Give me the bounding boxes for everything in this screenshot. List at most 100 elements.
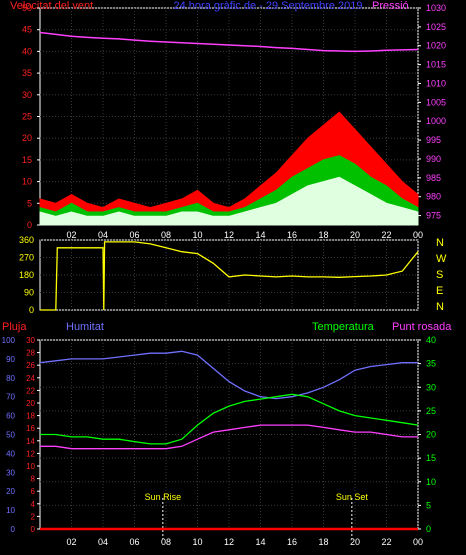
rain-tick-label: 2 (31, 512, 36, 521)
pressure-tick-label: 985 (426, 173, 441, 183)
humidity-tick-label: 0 (11, 525, 16, 534)
rain-tick-label: 6 (31, 487, 36, 496)
chart-title: 24 hora gràfic de - 29 Septembre 2019 (174, 0, 363, 12)
temp-tick-label: 25 (426, 406, 436, 416)
wind-pressure-chart: Velocitat del vent 24 hora gràfic de - 2… (10, 0, 446, 240)
rain-tick-label: 30 (26, 336, 35, 345)
rain-tick-label: 0 (31, 525, 36, 534)
pressure-tick-label: 980 (426, 192, 441, 202)
rain-tick-label: 18 (26, 412, 35, 421)
series-line-humitat (39, 350, 418, 400)
pressure-tick-label: 975 (426, 211, 441, 221)
temp-tick-label: 35 (426, 359, 436, 369)
rain-tick-label: 14 (26, 437, 35, 446)
compass-letter: N (436, 301, 444, 313)
sunset-label: Sun Set (336, 492, 369, 502)
dewpoint-axis-label: Punt rosada (392, 321, 452, 333)
humidity-tick-label: 40 (6, 449, 15, 458)
humidity-axis-label: Humitat (66, 321, 104, 333)
series-line-temperatura (40, 393, 419, 445)
temp-tick-label: 15 (426, 453, 436, 463)
series-line-direction (40, 241, 419, 311)
pressure-tick-label: 1020 (426, 41, 446, 51)
temp-hour-label: 18 (318, 537, 328, 547)
sunrise-label: Sun Rise (145, 492, 182, 502)
rain-tick-label: 12 (26, 449, 35, 458)
temp-tick-label: 0 (426, 524, 431, 534)
wind-tick-label: 30 (22, 90, 32, 100)
wind-hour-label: 08 (161, 230, 171, 240)
temp-tick-label: 5 (426, 500, 431, 510)
compass-letter: S (436, 269, 443, 281)
wind-hour-label: 04 (98, 230, 108, 240)
temp-tick-label: 20 (426, 430, 436, 440)
wind-hour-label: 18 (318, 230, 328, 240)
temperature-humidity-chart: Pluja Humitat Temperatura Punt rosada 0 1… (2, 321, 453, 547)
rain-tick-label: 28 (26, 349, 35, 358)
temp-hour-label: 12 (224, 537, 234, 547)
wind-hour-label: 02 (66, 230, 76, 240)
temp-tick-label: 40 (426, 335, 436, 345)
wind-tick-label: 40 (22, 46, 32, 56)
direction-tick-label: 270 (19, 253, 34, 263)
temp-hour-label: 10 (192, 537, 202, 547)
pressure-tick-label: 1005 (426, 97, 446, 107)
temp-hour-label: 20 (350, 537, 360, 547)
series-line-pressure (39, 31, 419, 53)
wind-tick-label: 15 (22, 155, 32, 165)
humidity-tick-label: 80 (6, 374, 15, 383)
humidity-tick-label: 70 (6, 393, 15, 402)
wind-hour-label: 22 (381, 230, 391, 240)
temp-hour-label: 04 (98, 537, 108, 547)
humidity-tick-label: 10 (6, 506, 15, 515)
rain-tick-label: 22 (26, 386, 35, 395)
wind-hour-label: 16 (287, 230, 297, 240)
wind-tick-label: 50 (22, 3, 32, 13)
temp-hour-label: 06 (129, 537, 139, 547)
rain-tick-label: 24 (26, 374, 35, 383)
wind-tick-label: 25 (22, 112, 32, 122)
wind-tick-label: 0 (27, 220, 32, 230)
rain-tick-label: 16 (26, 424, 35, 433)
wind-hour-label: 20 (350, 230, 360, 240)
temp-hour-label: 14 (255, 537, 265, 547)
temp-hour-label: 08 (161, 537, 171, 547)
wind-hour-label: 10 (192, 230, 202, 240)
rain-tick-label: 10 (26, 462, 35, 471)
temp-hour-label: 22 (381, 537, 391, 547)
temp-hour-label: 02 (66, 537, 76, 547)
wind-tick-label: 5 (27, 198, 32, 208)
wind-hour-label: 06 (129, 230, 139, 240)
temperature-axis-label: Temperatura (312, 321, 375, 333)
humidity-tick-label: 20 (6, 487, 15, 496)
pressure-tick-label: 1030 (426, 3, 446, 13)
compass-letter: E (436, 285, 443, 297)
temp-hour-label: 16 (287, 537, 297, 547)
compass-letter: W (436, 253, 447, 265)
series-area-wind-3 (39, 176, 419, 226)
pressure-tick-label: 1025 (426, 22, 446, 32)
humidity-tick-label: 90 (6, 355, 15, 364)
wind-tick-label: 10 (22, 177, 32, 187)
temp-tick-label: 30 (426, 382, 436, 392)
wind-hour-label: 14 (255, 230, 265, 240)
humidity-tick-label: 30 (6, 468, 15, 477)
pressure-axis-label: Pressió (372, 0, 409, 12)
wind-tick-label: 45 (22, 25, 32, 35)
wind-hour-label: 00 (413, 230, 423, 240)
wind-hour-label: 12 (224, 230, 234, 240)
wind-axis-label: Velocitat del vent (10, 0, 93, 12)
series-line-punt-rosada (40, 424, 418, 450)
humidity-tick-label: 100 (2, 336, 16, 345)
direction-tick-label: 90 (24, 288, 34, 298)
humidity-tick-label: 50 (6, 431, 15, 440)
direction-tick-label: 0 (29, 305, 34, 315)
humidity-tick-label: 60 (6, 412, 15, 421)
temp-hour-label: 00 (413, 537, 423, 547)
pressure-tick-label: 1010 (426, 78, 446, 88)
pressure-tick-label: 995 (426, 135, 441, 145)
compass-letter: N (436, 237, 444, 249)
wind-tick-label: 20 (22, 133, 32, 143)
